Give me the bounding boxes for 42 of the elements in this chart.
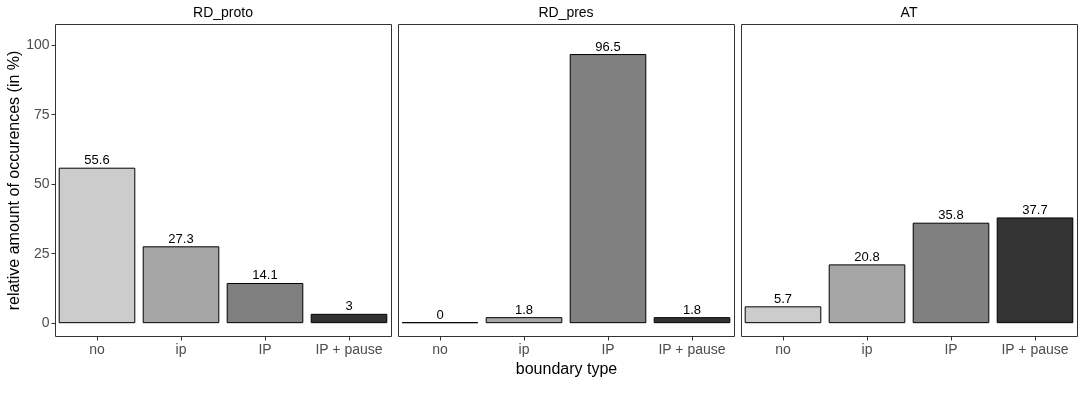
data-label: 55.6 bbox=[84, 152, 110, 168]
bar bbox=[226, 282, 304, 324]
data-label: 0 bbox=[436, 306, 444, 322]
y-tick-label: 0 bbox=[41, 314, 50, 331]
chart-title: RD_pres bbox=[538, 4, 594, 20]
y-tick-label: 25 bbox=[33, 244, 50, 261]
bar bbox=[912, 222, 990, 324]
data-label: 35.8 bbox=[938, 207, 964, 223]
bar bbox=[996, 217, 1074, 324]
data-label: 37.7 bbox=[1022, 201, 1048, 217]
chart-title: AT bbox=[900, 4, 918, 20]
data-label: 3 bbox=[345, 298, 353, 314]
x-tick-label: ip bbox=[175, 340, 187, 357]
data-label: 20.8 bbox=[854, 248, 880, 264]
data-label: 5.7 bbox=[773, 290, 793, 306]
y-axis-title: relative amount of occurences (in %) bbox=[5, 50, 23, 311]
x-axis-title: boundary type bbox=[515, 359, 618, 377]
chart-title: RD_proto bbox=[193, 4, 254, 20]
y-tick-label: 75 bbox=[33, 105, 50, 122]
data-label: 1.8 bbox=[514, 301, 534, 317]
data-label: 14.1 bbox=[252, 267, 278, 283]
y-tick-label: 50 bbox=[33, 175, 50, 192]
data-label: 27.3 bbox=[168, 230, 194, 246]
data-label: 1.8 bbox=[682, 301, 702, 317]
x-tick-label: no bbox=[432, 340, 448, 357]
y-tick-label: 100 bbox=[26, 36, 50, 53]
bar bbox=[828, 264, 906, 324]
bar bbox=[58, 167, 136, 324]
x-tick-label: IP + pause bbox=[315, 340, 383, 357]
x-tick-label: ip bbox=[861, 340, 873, 357]
x-tick-label: no bbox=[775, 340, 791, 357]
bar bbox=[744, 306, 822, 324]
x-tick-label: ip bbox=[518, 340, 530, 357]
x-tick-label: IP + pause bbox=[1001, 340, 1069, 357]
x-tick-label: IP bbox=[601, 340, 615, 357]
x-tick-label: IP bbox=[258, 340, 272, 357]
x-tick-label: IP bbox=[944, 340, 958, 357]
bar bbox=[142, 246, 220, 324]
x-tick-label: no bbox=[89, 340, 105, 357]
x-tick-label: IP + pause bbox=[658, 340, 726, 357]
bar bbox=[310, 313, 388, 324]
data-label: 96.5 bbox=[595, 38, 621, 54]
